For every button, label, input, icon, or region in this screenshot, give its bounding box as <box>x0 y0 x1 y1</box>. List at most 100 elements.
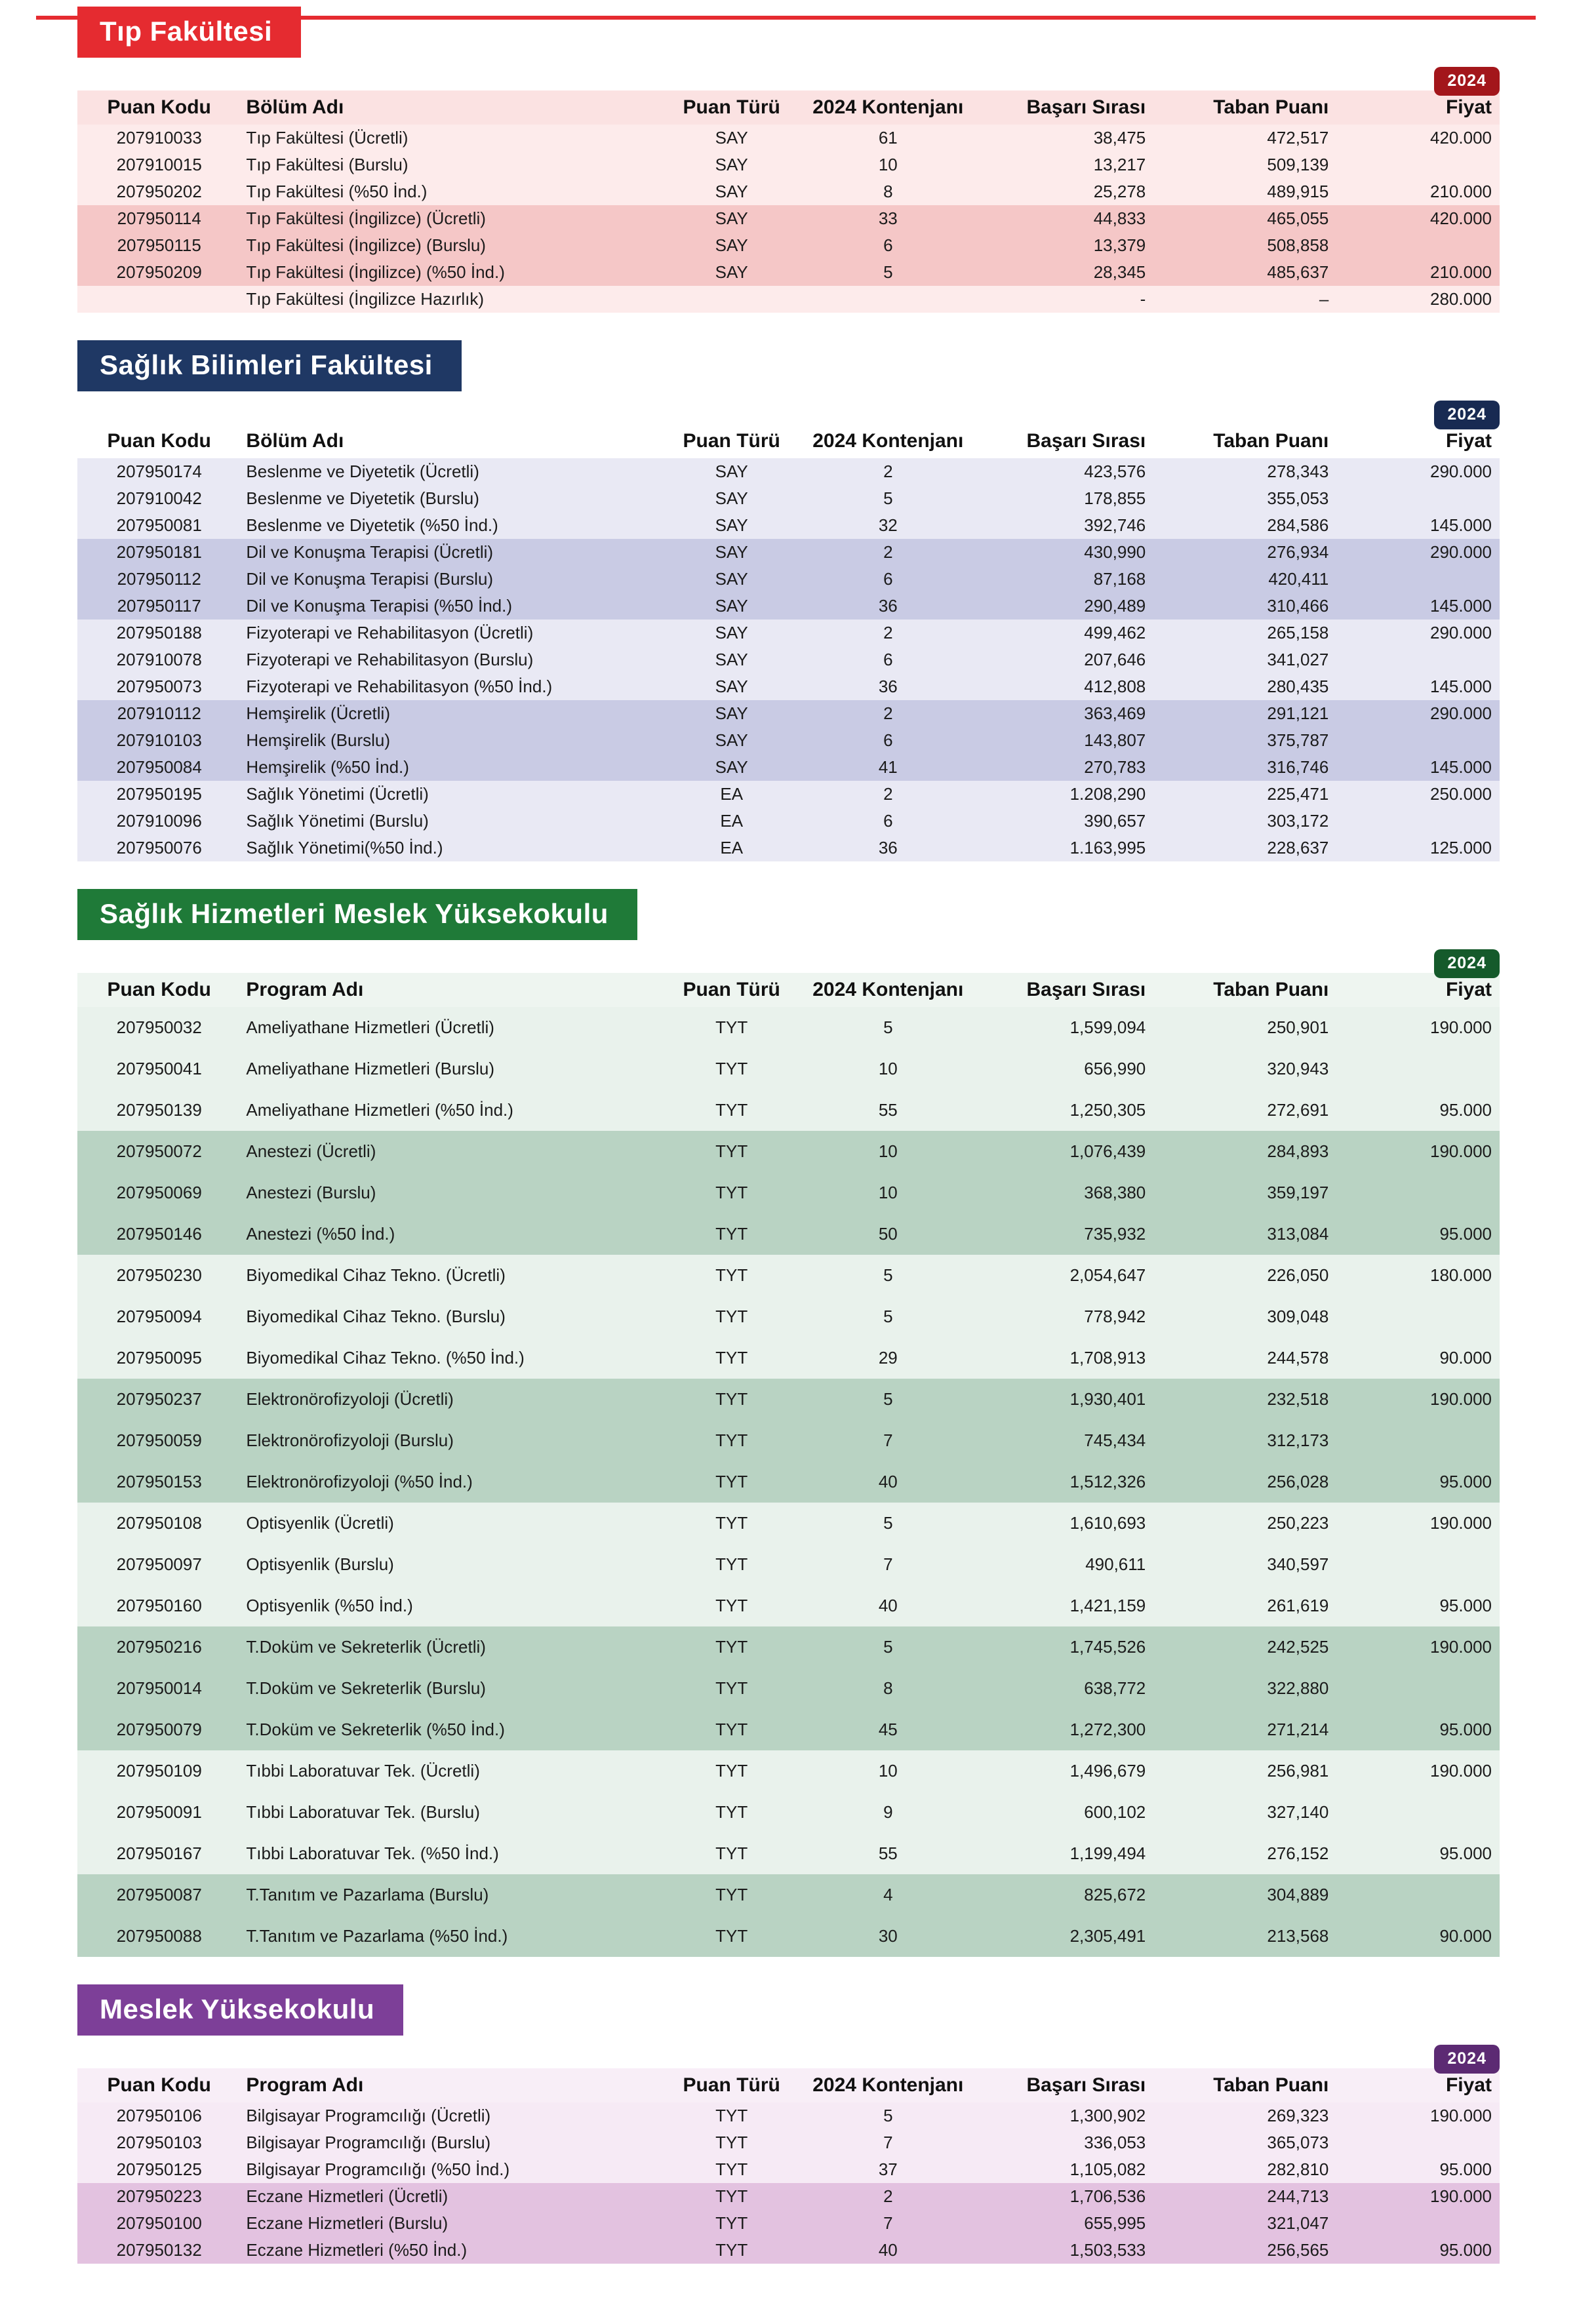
cell: 207950153 <box>77 1461 241 1503</box>
cell: 213,568 <box>1165 1916 1344 1957</box>
cell: 735,932 <box>980 1213 1166 1255</box>
data-table: Puan Kodu Program Adı Puan Türü 2024 Konten… <box>77 973 1500 1957</box>
cell: 7 <box>795 2210 981 2237</box>
cell: 180.000 <box>1343 1255 1500 1296</box>
table-row: Tıp Fakültesi (İngilizce Hazırlık) - –280.… <box>77 286 1500 313</box>
cell: 207950125 <box>77 2156 241 2183</box>
cell: 207910078 <box>77 646 241 673</box>
cell: TYT <box>668 1172 796 1213</box>
table-row: 207950139 Ameliyathane Hizmetleri (%50 İn… <box>77 1090 1500 1131</box>
cell: 365,073 <box>1165 2129 1344 2156</box>
cell: 30 <box>795 1916 981 1957</box>
cell: T.Doküm ve Sekreterlik (%50 İnd.) <box>241 1709 668 1750</box>
column-header: Puan Türü <box>668 90 796 125</box>
cell: SAY <box>668 205 796 232</box>
table-row: 207950167 Tıbbi Laboratuvar Tek. (%50 İnd… <box>77 1833 1500 1874</box>
table-row: 207910103 Hemşirelik (Burslu) SAY 6 143,807 3… <box>77 727 1500 754</box>
cell: 95.000 <box>1343 1833 1500 1874</box>
year-badge: 2024 <box>1434 949 1500 978</box>
cell: 284,893 <box>1165 1131 1344 1172</box>
cell <box>1343 1420 1500 1461</box>
cell: 509,139 <box>1165 151 1344 178</box>
column-header: Puan Türü <box>668 424 796 458</box>
cell: 280.000 <box>1343 286 1500 313</box>
section-title: Sağlık Bilimleri Fakültesi <box>77 340 462 391</box>
cell: Beslenme ve Diyetetik (Burslu) <box>241 485 668 512</box>
cell: 207910033 <box>77 125 241 151</box>
cell: 284,586 <box>1165 512 1344 539</box>
cell: 272,691 <box>1165 1090 1344 1131</box>
cell: 207950181 <box>77 539 241 566</box>
cell: Tıp Fakültesi (İngilizce) (%50 İnd.) <box>241 259 668 286</box>
cell: 485,637 <box>1165 259 1344 286</box>
cell: 207950103 <box>77 2129 241 2156</box>
cell: 5 <box>795 259 981 286</box>
data-table: Puan Kodu Program Adı Puan Türü 2024 Konten… <box>77 2068 1500 2264</box>
cell: Bilgisayar Programcılığı (%50 İnd.) <box>241 2156 668 2183</box>
tuition-table-saglik-bilimleri: 2024 Puan Kodu Bölüm Adı Puan Türü 2024 Kon… <box>77 401 1500 861</box>
cell <box>1343 1172 1500 1213</box>
column-header: Puan Kodu <box>77 973 241 1007</box>
cell: T.Tanıtım ve Pazarlama (%50 İnd.) <box>241 1916 668 1957</box>
cell: TYT <box>668 1585 796 1626</box>
table-row: 207950160 Optisyenlik (%50 İnd.) TYT 40 1,42… <box>77 1585 1500 1626</box>
cell: 250,901 <box>1165 1007 1344 1048</box>
cell: 210.000 <box>1343 178 1500 205</box>
cell: 190.000 <box>1343 1131 1500 1172</box>
section-tip-fakultesi: Tıp Fakültesi 2024 Puan Kodu Bölüm Adı Pua… <box>36 7 1536 313</box>
table-row: 207950097 Optisyenlik (Burslu) TYT 7 490,611… <box>77 1544 1500 1585</box>
table-row: 207910078 Fizyoterapi ve Rehabilitasyon (… <box>77 646 1500 673</box>
cell: 207950100 <box>77 2210 241 2237</box>
cell: TYT <box>668 2183 796 2210</box>
cell: Biyomedikal Cihaz Tekno. (Ücretli) <box>241 1255 668 1296</box>
cell: SAY <box>668 673 796 700</box>
table-row: 207950014 T.Doküm ve Sekreterlik (Burslu)… <box>77 1668 1500 1709</box>
cell: 825,672 <box>980 1874 1166 1916</box>
cell: 95.000 <box>1343 1213 1500 1255</box>
table-row: 207950032 Ameliyathane Hizmetleri (Ücretl… <box>77 1007 1500 1048</box>
cell: 95.000 <box>1343 1090 1500 1131</box>
cell: 95.000 <box>1343 1461 1500 1503</box>
cell <box>1343 1048 1500 1090</box>
cell: 143,807 <box>980 727 1166 754</box>
table-row: 207910015 Tıp Fakültesi (Burslu) SAY 10 13,2… <box>77 151 1500 178</box>
cell: 2 <box>795 458 981 485</box>
data-table: Puan Kodu Bölüm Adı Puan Türü 2024 Kontenja… <box>77 90 1500 313</box>
cell: 207950115 <box>77 232 241 259</box>
cell: SAY <box>668 151 796 178</box>
table-row: 207910042 Beslenme ve Diyetetik (Burslu) S… <box>77 485 1500 512</box>
cell: 207950032 <box>77 1007 241 1048</box>
table-row: 207950072 Anestezi (Ücretli) TYT 10 1,076,43… <box>77 1131 1500 1172</box>
cell: 207950014 <box>77 1668 241 1709</box>
cell: 178,855 <box>980 485 1166 512</box>
cell: Tıp Fakültesi (İngilizce) (Burslu) <box>241 232 668 259</box>
table-row: 207950059 Elektronörofizyoloji (Burslu) TY… <box>77 1420 1500 1461</box>
cell: 44,833 <box>980 205 1166 232</box>
cell: 36 <box>795 673 981 700</box>
cell: 207910096 <box>77 808 241 835</box>
cell: TYT <box>668 1420 796 1461</box>
cell: Tıp Fakültesi (%50 İnd.) <box>241 178 668 205</box>
cell: SAY <box>668 700 796 727</box>
cell <box>1343 2210 1500 2237</box>
cell: 95.000 <box>1343 2156 1500 2183</box>
cell: 207950188 <box>77 620 241 646</box>
cell: 207950072 <box>77 1131 241 1172</box>
table-row: 207950081 Beslenme ve Diyetetik (%50 İnd.… <box>77 512 1500 539</box>
cell: 207950059 <box>77 1420 241 1461</box>
cell: TYT <box>668 1503 796 1544</box>
cell: 2 <box>795 2183 981 2210</box>
cell <box>1343 1874 1500 1916</box>
column-header: Program Adı <box>241 973 668 1007</box>
cell: 9 <box>795 1792 981 1833</box>
cell: 10 <box>795 1750 981 1792</box>
cell: 368,380 <box>980 1172 1166 1213</box>
cell <box>1343 808 1500 835</box>
cell: 207950209 <box>77 259 241 286</box>
cell: 207950094 <box>77 1296 241 1337</box>
table-row: 207950094 Biyomedikal Cihaz Tekno. (Bursl… <box>77 1296 1500 1337</box>
cell: Hemşirelik (Ücretli) <box>241 700 668 727</box>
cell: 5 <box>795 2102 981 2129</box>
table-row: 207950153 Elektronörofizyoloji (%50 İnd.)… <box>77 1461 1500 1503</box>
cell: 336,053 <box>980 2129 1166 2156</box>
